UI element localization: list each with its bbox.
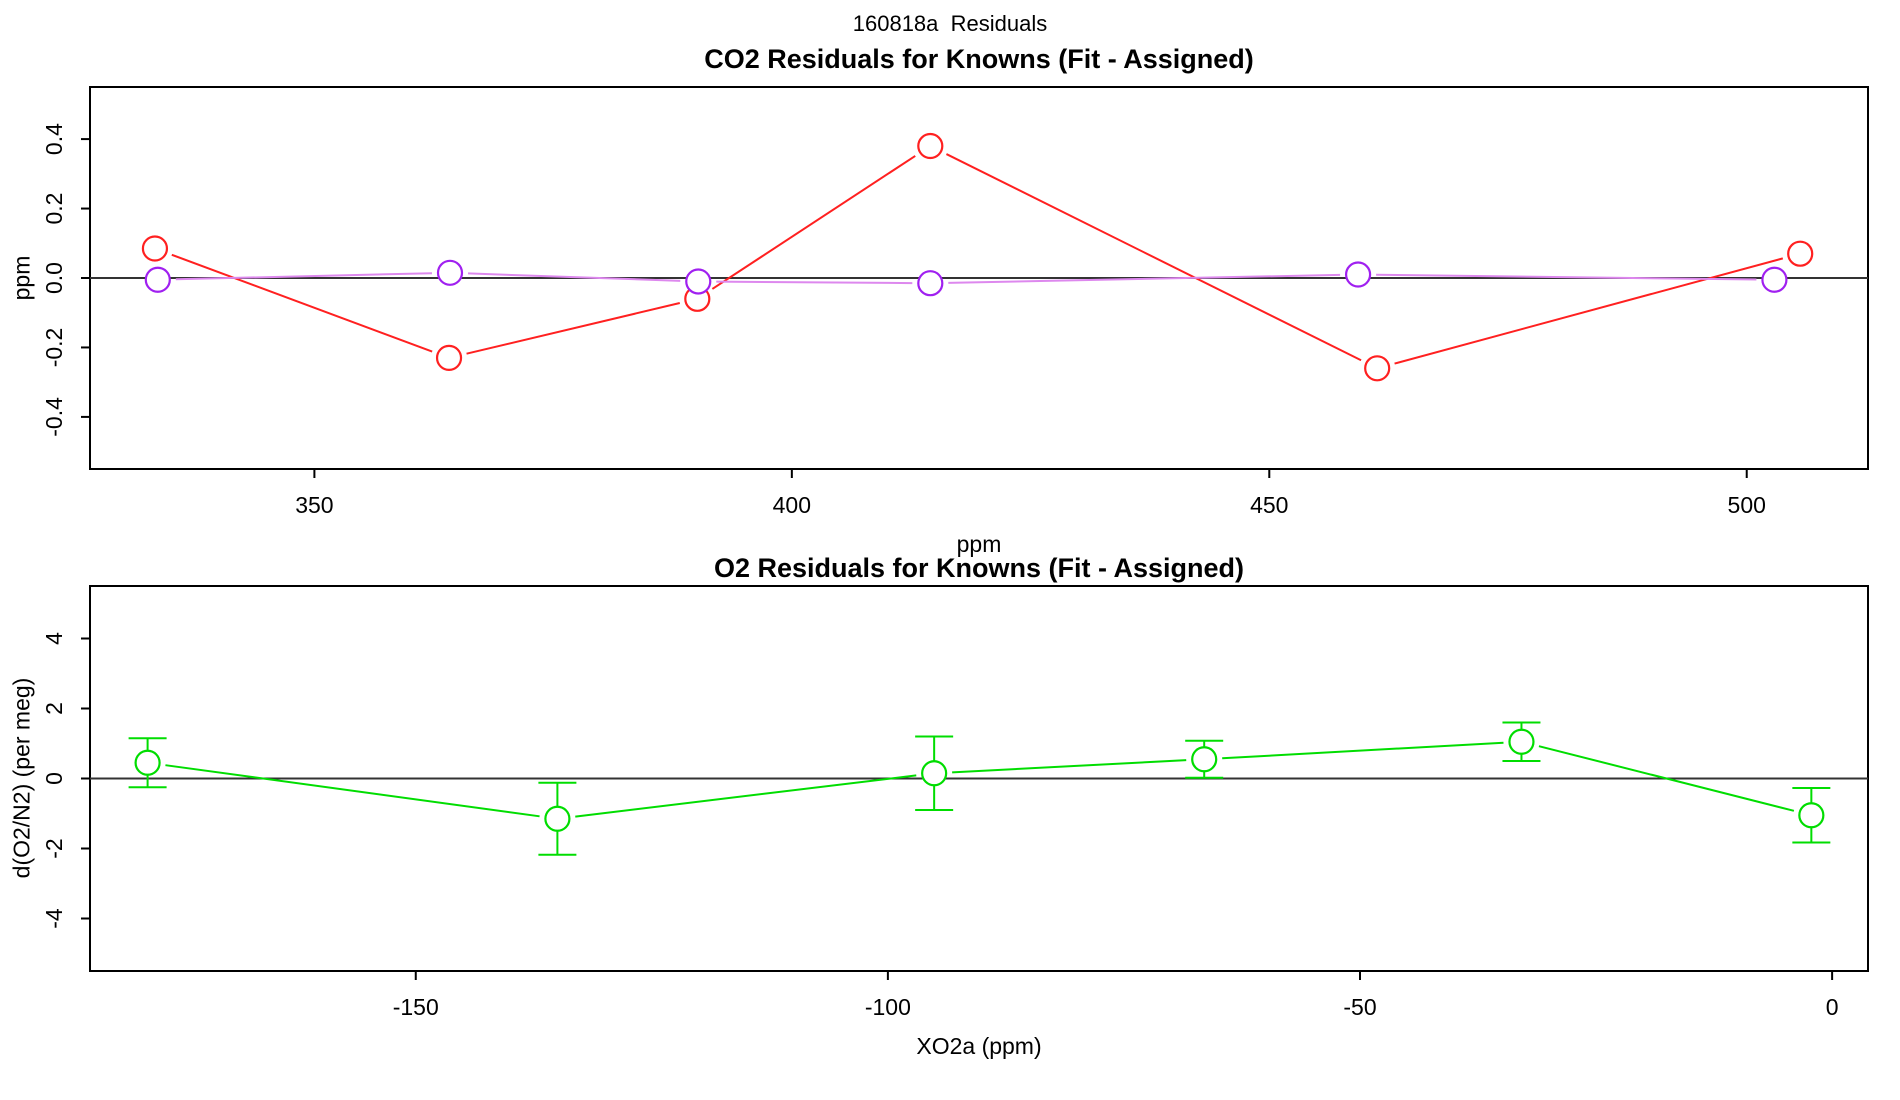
series-line xyxy=(165,764,540,818)
data-point-marker xyxy=(144,266,171,293)
y-tick-label: 0 xyxy=(41,772,67,785)
series-line xyxy=(716,280,913,285)
x-tick-label: -50 xyxy=(1343,994,1376,1020)
series-line xyxy=(948,273,1341,284)
co2-chart-title: CO2 Residuals for Knowns (Fit - Assigned… xyxy=(704,44,1254,74)
data-point-marker xyxy=(921,760,948,787)
data-point-marker xyxy=(1344,261,1372,288)
data-point-marker xyxy=(917,132,944,160)
o2-chart-title: O2 Residuals for Knowns (Fit - Assigned) xyxy=(713,553,1245,583)
x-tick-label: 350 xyxy=(295,492,333,518)
series-line xyxy=(466,302,681,355)
data-point-marker xyxy=(685,268,712,295)
x-tick-label: 0 xyxy=(1826,994,1839,1020)
x-tick-label: 500 xyxy=(1728,492,1766,518)
y-tick-label: -0.4 xyxy=(41,397,67,437)
co2-y-axis-label: ppm xyxy=(8,255,35,301)
x-tick-label: 400 xyxy=(773,492,811,518)
y-tick-label: 4 xyxy=(41,632,67,645)
series-line xyxy=(175,272,433,281)
series-line xyxy=(1538,745,1795,812)
data-point-marker xyxy=(141,235,169,262)
series-line xyxy=(171,253,433,353)
series-line xyxy=(945,153,1362,362)
x-tick-label: 450 xyxy=(1250,492,1288,518)
data-point-marker xyxy=(1787,240,1814,267)
data-point-marker xyxy=(1508,728,1535,755)
data-point-marker xyxy=(435,344,463,371)
o2-y-axis-label: d(O2/N2) (per meg) xyxy=(8,677,35,879)
x-tick-label: -150 xyxy=(393,994,439,1020)
series-line xyxy=(711,155,916,290)
y-tick-label: -2 xyxy=(41,838,67,858)
data-point-marker xyxy=(917,270,944,297)
x-tick-label: -100 xyxy=(865,994,911,1020)
page-title: 160818a Residuals xyxy=(852,11,1048,36)
o2-x-axis-label: XO2a (ppm) xyxy=(916,1033,1042,1059)
data-point-marker xyxy=(1798,802,1825,829)
y-tick-label: 0.4 xyxy=(41,123,67,155)
y-tick-label: 0.0 xyxy=(41,262,67,294)
data-point-marker xyxy=(1761,266,1788,293)
data-point-marker xyxy=(1191,746,1218,773)
series-line xyxy=(1376,273,1757,281)
series-line xyxy=(1222,741,1504,760)
data-point-marker xyxy=(544,805,571,832)
y-tick-label: -4 xyxy=(41,908,67,929)
co2-x-axis-label: ppm xyxy=(956,531,1002,557)
y-tick-label: -0.2 xyxy=(41,328,67,368)
series-line xyxy=(952,759,1187,774)
y-tick-label: 0.2 xyxy=(41,193,67,225)
data-point-marker xyxy=(1364,355,1391,382)
series-line xyxy=(467,272,681,282)
series-line xyxy=(1394,257,1784,365)
series-line xyxy=(575,774,917,818)
data-point-marker xyxy=(134,749,161,776)
y-tick-label: 2 xyxy=(41,702,67,715)
data-point-marker xyxy=(436,259,464,286)
